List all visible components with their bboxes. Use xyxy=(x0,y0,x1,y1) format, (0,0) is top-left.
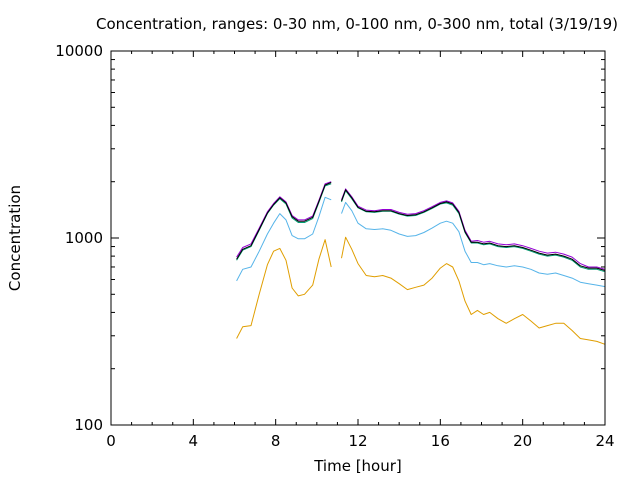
x-tick-label: 4 xyxy=(189,432,199,450)
series-layer xyxy=(236,181,606,345)
y-axis-label: Concentration xyxy=(6,185,24,291)
ticks-layer: 0 4 8 12 16 20 24 100 1000 10000 xyxy=(55,42,614,450)
x-tick-label: 0 xyxy=(106,432,116,450)
x-axis-label: Time [hour] xyxy=(313,457,402,475)
series-line-3 xyxy=(236,183,606,273)
x-tick-label: 12 xyxy=(348,432,367,450)
x-tick-label: 20 xyxy=(513,432,532,450)
x-tick-label: 16 xyxy=(431,432,450,450)
x-tick-label: 8 xyxy=(271,432,281,450)
x-tick-label: 24 xyxy=(595,432,614,450)
plot-frame xyxy=(110,50,606,426)
y-tick-label: 100 xyxy=(74,416,103,434)
chart-title: Concentration, ranges: 0-30 nm, 0-100 nm… xyxy=(96,15,618,33)
y-tick-label: 10000 xyxy=(55,42,103,60)
series-line-2 xyxy=(236,196,606,288)
series-line-1 xyxy=(236,236,606,345)
series-line-5 xyxy=(236,182,606,271)
y-tick-label: 1000 xyxy=(65,229,103,247)
